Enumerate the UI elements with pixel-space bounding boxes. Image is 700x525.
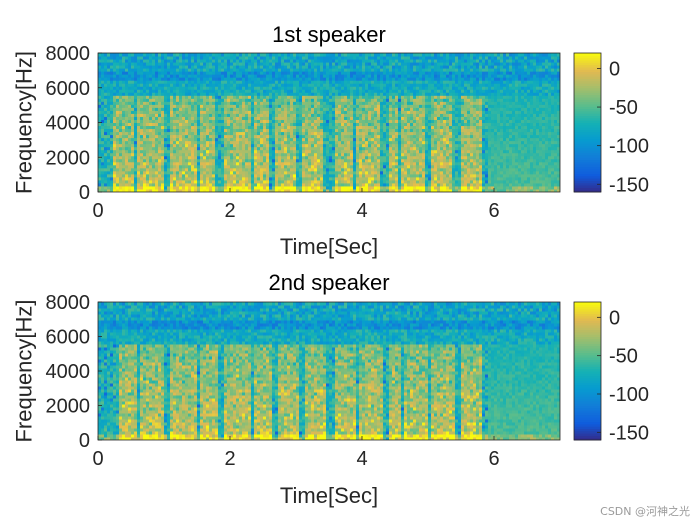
colorbar-tick-label-2-0: 0 xyxy=(609,307,620,329)
colorbar-tick-label-1-1: -50 xyxy=(609,97,638,119)
spectrogram-image-1 xyxy=(98,53,560,192)
x-tick-label-2-1: 2 xyxy=(224,448,235,470)
y-tick-label-2-4: 8000 xyxy=(46,292,91,314)
y-tick-label-2-2: 4000 xyxy=(46,361,91,383)
spectrogram-panel-2: 0 2 4 6 0 2000 4000 6000 8000 2nd speaker Time[Sec… xyxy=(12,270,649,508)
colorbar-tick-label-1-0: 0 xyxy=(609,58,620,80)
y-tick-label-1-0: 0 xyxy=(79,182,90,204)
x-tick-label-1-3: 6 xyxy=(488,200,499,222)
x-axis-label-1: Time[Sec] xyxy=(280,234,378,259)
y-tick-label-1-4: 8000 xyxy=(46,43,91,65)
colorbar-tick-label-2-1: -50 xyxy=(609,346,638,368)
x-tick-label-1-2: 4 xyxy=(356,200,367,222)
colorbar-tick-label-1-3: -150 xyxy=(609,174,649,196)
spectrogram-panel-1: 0 2 4 6 0 2000 4000 6000 8000 1st speaker Time[Sec… xyxy=(12,22,649,259)
x-tick-label-1-0: 0 xyxy=(92,200,103,222)
colorbar-tick-label-2-3: -150 xyxy=(609,422,649,444)
y-tick-label-1-1: 2000 xyxy=(46,147,91,169)
x-tick-label-2-2: 4 xyxy=(356,448,367,470)
y-tick-label-2-0: 0 xyxy=(79,430,90,452)
chart-title-1: 1st speaker xyxy=(272,22,386,47)
x-tick-label-2-0: 0 xyxy=(92,448,103,470)
y-axis-label-2: Frequency[Hz] xyxy=(12,299,37,442)
x-tick-label-1-1: 2 xyxy=(224,200,235,222)
colorbar-box-1 xyxy=(573,52,602,193)
colorbar-box-2 xyxy=(573,301,602,441)
y-tick-label-2-3: 6000 xyxy=(46,327,91,349)
y-tick-label-2-1: 2000 xyxy=(46,396,91,418)
colorbar-tick-label-2-2: -100 xyxy=(609,384,649,406)
chart-title-2: 2nd speaker xyxy=(268,270,389,295)
y-tick-label-1-3: 6000 xyxy=(46,78,91,100)
colorbar-1: 0 -50 -100 -150 xyxy=(573,52,649,196)
x-tick-label-2-3: 6 xyxy=(488,448,499,470)
watermark: CSDN @河神之光 xyxy=(600,505,690,518)
colorbar-2: 0 -50 -100 -150 xyxy=(573,301,649,444)
spectrogram-image-2 xyxy=(98,302,560,440)
x-axis-label-2: Time[Sec] xyxy=(280,483,378,508)
y-axis-label-1: Frequency[Hz] xyxy=(12,51,37,194)
y-tick-label-1-2: 4000 xyxy=(46,113,91,135)
colorbar-tick-label-1-2: -100 xyxy=(609,136,649,158)
